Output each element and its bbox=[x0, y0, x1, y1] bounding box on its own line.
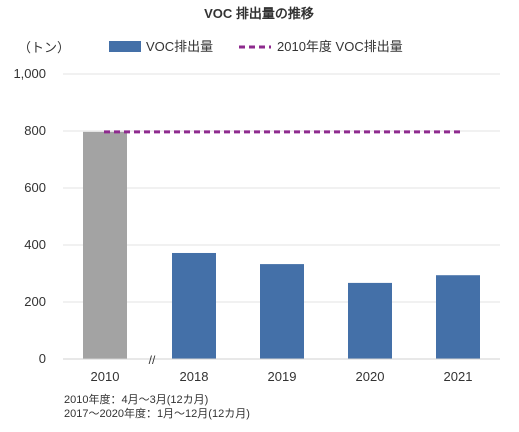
y-tick-label-1: 200 bbox=[24, 294, 46, 309]
x-tick-label-2010: 2010 bbox=[91, 369, 120, 384]
bar-2020 bbox=[348, 282, 392, 359]
y-tick-label-3: 600 bbox=[24, 180, 46, 195]
legend: VOC排出量 2010年度 VOC排出量 bbox=[109, 39, 403, 54]
bar-2021 bbox=[436, 275, 480, 359]
legend-swatch-voc bbox=[109, 41, 141, 52]
x-tick-label-2020: 2020 bbox=[356, 369, 385, 384]
bar-2018 bbox=[172, 252, 216, 359]
chart-title: VOC 排出量の推移 bbox=[204, 6, 314, 21]
y-tick-label-2: 400 bbox=[24, 237, 46, 252]
period-note-2010: 2010年度：4月～3月(12カ月) bbox=[64, 394, 209, 406]
y-tick-label-4: 800 bbox=[24, 123, 46, 138]
x-axis-labels: 2010 2018 2019 2020 2021 bbox=[91, 369, 473, 384]
x-tick-label-2018: 2018 bbox=[180, 369, 209, 384]
legend-label-voc: VOC排出量 bbox=[146, 39, 213, 54]
y-tick-label-5: 1,000 bbox=[13, 66, 46, 81]
bars-layer bbox=[83, 131, 480, 359]
bar-2019 bbox=[260, 264, 304, 359]
y-tick-label-0: 0 bbox=[39, 351, 46, 366]
axis-break-marker: // bbox=[149, 353, 156, 367]
bar-2010 bbox=[83, 131, 127, 359]
x-tick-label-2021: 2021 bbox=[444, 369, 473, 384]
legend-label-2010-line: 2010年度 VOC排出量 bbox=[277, 39, 403, 54]
x-tick-label-2019: 2019 bbox=[268, 369, 297, 384]
y-axis-ticks: 0 200 400 600 800 1,000 bbox=[13, 66, 46, 366]
y-axis-unit-label: （トン） bbox=[18, 40, 70, 55]
period-note-2017-2020: 2017～2020年度：1月～12月(12カ月) bbox=[64, 408, 250, 420]
